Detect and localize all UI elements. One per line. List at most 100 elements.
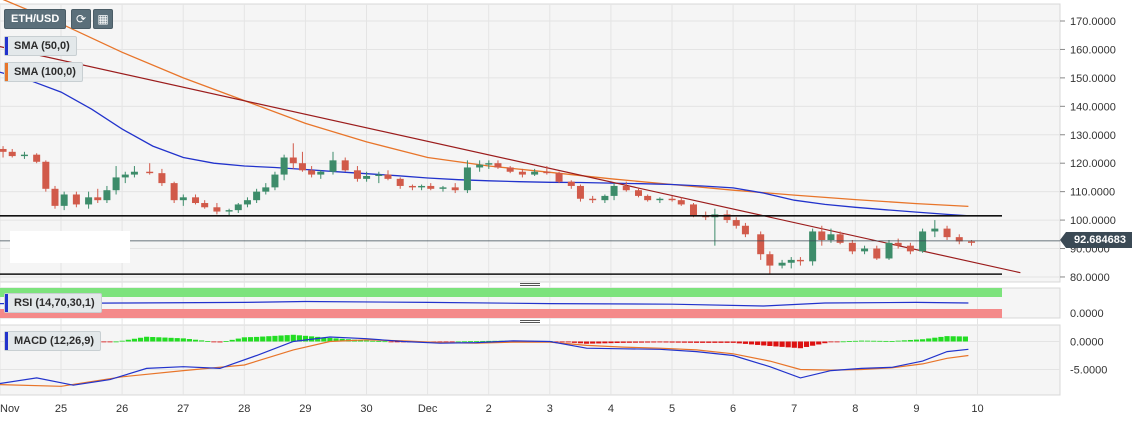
- macd-label-button[interactable]: MACD (12,26,9): [4, 331, 102, 351]
- macd-histogram-bar: [296, 335, 302, 342]
- level-layer: [0, 215, 1060, 275]
- rsi-panel-resize-handle[interactable]: [520, 283, 540, 286]
- candle-body: [94, 197, 102, 201]
- sma50-label: SMA (50,0): [14, 40, 70, 52]
- sma50-label-button[interactable]: SMA (50,0): [4, 36, 77, 56]
- candle: [192, 194, 200, 205]
- macd-histogram-bar: [162, 337, 168, 342]
- candle-body: [253, 191, 261, 201]
- macd-histogram-bar: [797, 341, 804, 349]
- macd-histogram-bar: [186, 339, 193, 342]
- macd-histogram-bar: [260, 336, 266, 342]
- candle-body: [723, 214, 731, 221]
- sma100-label-button[interactable]: SMA (100,0): [4, 62, 83, 82]
- macd-histogram-bar: [241, 337, 247, 342]
- candle-body: [531, 171, 539, 175]
- candle-body: [778, 262, 786, 266]
- candle-body: [634, 190, 642, 196]
- rsi-label-button[interactable]: RSI (14,70,30,1): [4, 293, 102, 313]
- candle: [280, 154, 288, 181]
- candle-body: [818, 231, 826, 240]
- macd-histogram-bar: [364, 340, 370, 342]
- candle-layer: [0, 143, 975, 275]
- macd-histogram-bar: [284, 335, 290, 342]
- macd-histogram-bar: [901, 340, 907, 342]
- candle: [253, 188, 261, 204]
- macd-histogram-bar: [437, 341, 443, 343]
- y-tick-label: 140.0000: [1070, 101, 1116, 113]
- macd-histogram-bar: [865, 340, 871, 342]
- candle: [329, 151, 337, 175]
- macd-histogram-bar: [700, 341, 706, 343]
- candle: [72, 191, 80, 208]
- candle: [818, 225, 826, 246]
- macd-histogram-bar: [608, 341, 614, 344]
- macd-histogram-bar: [174, 338, 180, 342]
- candle: [610, 183, 618, 201]
- candle: [778, 259, 786, 269]
- candle-body: [567, 181, 575, 186]
- trendline: [0, 46, 1021, 274]
- candle: [861, 245, 869, 255]
- x-tick-label: 28: [238, 403, 250, 415]
- candle-body: [396, 178, 404, 186]
- macd-histogram-bar: [467, 341, 474, 343]
- macd-histogram-bar: [217, 341, 223, 343]
- macd-histogram-bar: [724, 341, 730, 343]
- candle: [103, 185, 111, 204]
- candle-body: [427, 185, 435, 189]
- candle-body: [329, 160, 337, 172]
- macd-histogram-bar: [693, 341, 700, 343]
- macd-histogram-bar: [620, 341, 626, 343]
- macd-histogram-bar: [315, 336, 321, 342]
- candle: [885, 239, 893, 260]
- macd-histogram-bar: [211, 341, 217, 343]
- candle-body: [906, 245, 914, 252]
- candle-body: [967, 241, 975, 243]
- y-tick-label: 160.0000: [1070, 44, 1116, 56]
- macd-histogram-bar: [773, 341, 779, 347]
- candle-body: [243, 200, 251, 205]
- candle-body: [518, 171, 526, 175]
- candle: [85, 191, 93, 209]
- sma50-line: [0, 71, 969, 217]
- macd-histogram-bar: [803, 341, 810, 347]
- macd-histogram-bar: [779, 341, 785, 347]
- candle-body: [873, 248, 881, 259]
- macd-histogram-bar: [614, 341, 620, 343]
- candle-body: [234, 204, 242, 211]
- x-tick-label: Nov: [0, 403, 20, 415]
- candle-body: [85, 197, 93, 205]
- y-tick-label: 100.0000: [1070, 215, 1116, 227]
- candle-body: [741, 225, 749, 235]
- y-tick-label: 150.0000: [1070, 73, 1116, 85]
- macd-histogram-bar: [559, 341, 565, 343]
- macd-histogram-bar: [871, 340, 877, 342]
- candle: [298, 151, 306, 172]
- calendar-icon[interactable]: ▦: [93, 9, 113, 29]
- candle: [476, 160, 484, 172]
- macd-histogram-bar: [736, 341, 742, 344]
- candle-body: [121, 174, 129, 178]
- candle-body: [476, 164, 484, 168]
- candle: [308, 166, 316, 178]
- candle-body: [485, 163, 493, 165]
- candle-body: [610, 185, 618, 196]
- macd-histogram-bar: [645, 341, 651, 343]
- x-tick-label: 3: [547, 403, 553, 415]
- macd-histogram-bar: [920, 339, 926, 342]
- candle-body: [931, 228, 939, 232]
- macd-histogram-bar: [895, 340, 901, 342]
- macd-histogram-bar: [247, 337, 254, 342]
- macd-panel-resize-handle[interactable]: [520, 320, 540, 323]
- y-tick-label: 120.0000: [1070, 158, 1116, 170]
- x-tick-label: 2: [486, 403, 492, 415]
- macd-histogram-bar: [302, 335, 309, 342]
- symbol-button[interactable]: ETH/USD: [4, 9, 67, 29]
- macd-histogram-bar: [272, 335, 278, 342]
- macd-histogram-bar: [461, 341, 467, 343]
- candle-body: [848, 242, 856, 252]
- candle: [396, 177, 404, 189]
- refresh-icon[interactable]: ⟳: [71, 9, 91, 29]
